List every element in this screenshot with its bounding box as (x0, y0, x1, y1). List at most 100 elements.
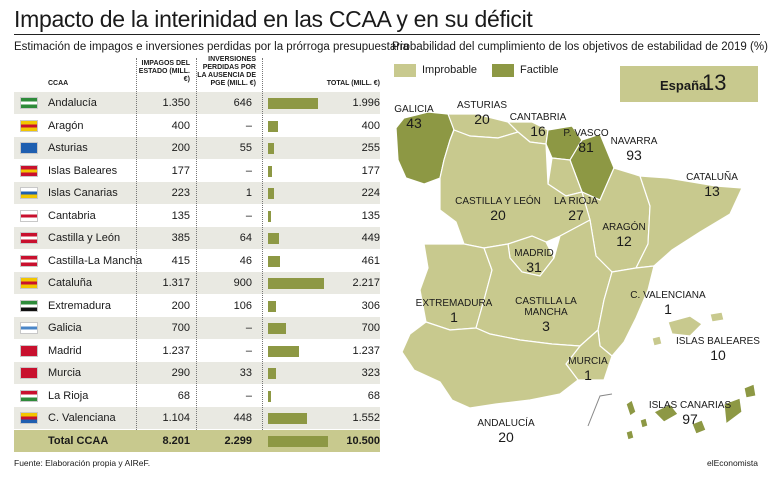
map-region-name: ARAGÓN (602, 222, 646, 233)
region-canarias-fuerteventura (723, 397, 743, 426)
region-name: Islas Canarias (48, 187, 118, 199)
map-label: ISLAS CANARIAS 97 (640, 400, 740, 427)
region-name: Extremadura (48, 299, 111, 312)
map-subtitle: Probabilidad del cumplimiento de los obj… (392, 41, 768, 53)
total-bar-mark (268, 300, 276, 312)
region-canarias-grancanaria (691, 419, 707, 435)
flag-icon (20, 299, 38, 312)
total-value: 177 (361, 164, 380, 177)
map-region-value: 97 (682, 411, 698, 427)
total-bar-mark (268, 210, 272, 222)
inversiones-value: 448 (233, 412, 252, 424)
table-row: Extremadura 200 106 306 (14, 295, 380, 317)
total-bar-mark (268, 323, 286, 334)
region-canarias-hierro (625, 429, 635, 441)
impagos-value: 1.237 (162, 344, 190, 357)
map-region-value: 20 (474, 111, 490, 127)
total-value: 700 (361, 322, 380, 334)
total-bar-mark (268, 278, 324, 289)
table-row: Islas Canarias 223 1 224 (14, 182, 380, 204)
table-row: Andalucía 1.350 646 1.996 (14, 92, 380, 114)
region-name: Murcia (48, 367, 82, 379)
table-row: Cantabria 135 – 135 (14, 205, 380, 227)
flag-icon (20, 164, 38, 177)
total-bar-mark (268, 165, 273, 177)
page-title: Impacto de la interinidad en las CCAA y … (14, 6, 533, 32)
brand-label: elEconomista (706, 458, 758, 468)
total-bar-mark (268, 188, 274, 199)
table-row: C. Valenciana 1.104 448 1.552 (14, 407, 380, 429)
header-impagos: IMPAGOS DEL ESTADO (MILL. €) (138, 60, 190, 83)
map-region-name: LA RIOJA (554, 196, 598, 207)
inversiones-value: 64 (239, 232, 252, 244)
region-name: La Rioja (48, 389, 89, 402)
map-label: NAVARRA 93 (584, 136, 684, 163)
impagos-value: 223 (171, 187, 190, 199)
map-label: CANTABRIA 16 (488, 112, 588, 139)
impagos-value: 1.350 (162, 97, 190, 109)
map-region-name: NAVARRA (610, 136, 658, 147)
map-region-value: 12 (616, 233, 632, 249)
espana-value: 13 (702, 70, 727, 95)
flag-icon (20, 232, 38, 244)
map-label: P. VASCO 81 (536, 128, 636, 155)
legend-swatch-factible (492, 64, 514, 77)
inversiones-value: 106 (233, 299, 252, 312)
total-bar-mark (268, 120, 279, 132)
map-label: CASTILLA LA MANCHA 3 (496, 296, 596, 334)
region-castillaleon (439, 129, 591, 249)
map-region-value: 43 (406, 115, 422, 131)
header-total: TOTAL (MILL. €) (326, 80, 380, 87)
map-region-value: 1 (450, 309, 458, 325)
map-region-value: 1 (664, 301, 672, 317)
espana-box: España 13 (620, 66, 758, 102)
inversiones-value: 55 (239, 142, 252, 154)
map-label: MADRID 31 (484, 248, 584, 275)
map-label: CATALUÑA 13 (662, 172, 762, 199)
column-separator (136, 58, 137, 430)
total-bar (268, 435, 328, 447)
impagos-value: 68 (177, 389, 190, 402)
map-label: C. VALENCIANA 1 (618, 290, 718, 317)
total-bar-mark (268, 233, 280, 244)
flag-icon (20, 119, 38, 132)
table-row: Islas Baleares 177 – 177 (14, 160, 380, 182)
map-region-value: 1 (584, 367, 592, 383)
inversiones-value: – (245, 344, 252, 357)
total-value: 135 (361, 209, 380, 222)
total-value: 1.237 (352, 344, 380, 357)
table-row: Madrid 1.237 – 1.237 (14, 340, 380, 362)
map-label: MURCIA 1 (538, 356, 638, 383)
flag-icon (20, 412, 38, 424)
map-label: ARAGÓN 12 (574, 222, 674, 249)
region-name: Cataluña (48, 277, 93, 289)
total-bar-mark (268, 98, 319, 109)
total-bar-mark (268, 390, 271, 402)
region-canarias-tenerife (652, 403, 679, 423)
title-rule (14, 34, 760, 35)
total-bar-mark (268, 255, 280, 267)
total-bar-mark (268, 143, 275, 154)
inversiones-value: 2.299 (224, 434, 252, 447)
total-value: 1.996 (352, 97, 380, 109)
region-canarias-lanzarote (743, 383, 757, 399)
table-row: La Rioja 68 – 68 (14, 385, 380, 407)
total-value: 68 (367, 389, 380, 402)
canarias-frame (587, 393, 613, 427)
map-label: GALICIA 43 (364, 104, 464, 131)
map-region-name: EXTREMADURA (415, 298, 493, 309)
map-label: ASTURIAS 20 (432, 100, 532, 127)
map-region-name: CASTILLA LA MANCHA (515, 296, 577, 318)
map-region-value: 3 (542, 318, 550, 334)
region-name: Madrid (48, 344, 82, 357)
inversiones-value: 33 (239, 367, 252, 379)
map-region-name: CASTILLA Y LEÓN (455, 196, 541, 207)
inversiones-value: – (245, 164, 252, 177)
map-region-name: ISLAS CANARIAS (648, 400, 732, 411)
impagos-value: 200 (171, 299, 190, 312)
map-region-name: C. VALENCIANA (630, 290, 706, 301)
region-name: Asturias (48, 142, 88, 154)
map-region-value: 13 (704, 183, 720, 199)
total-value: 449 (361, 232, 380, 244)
